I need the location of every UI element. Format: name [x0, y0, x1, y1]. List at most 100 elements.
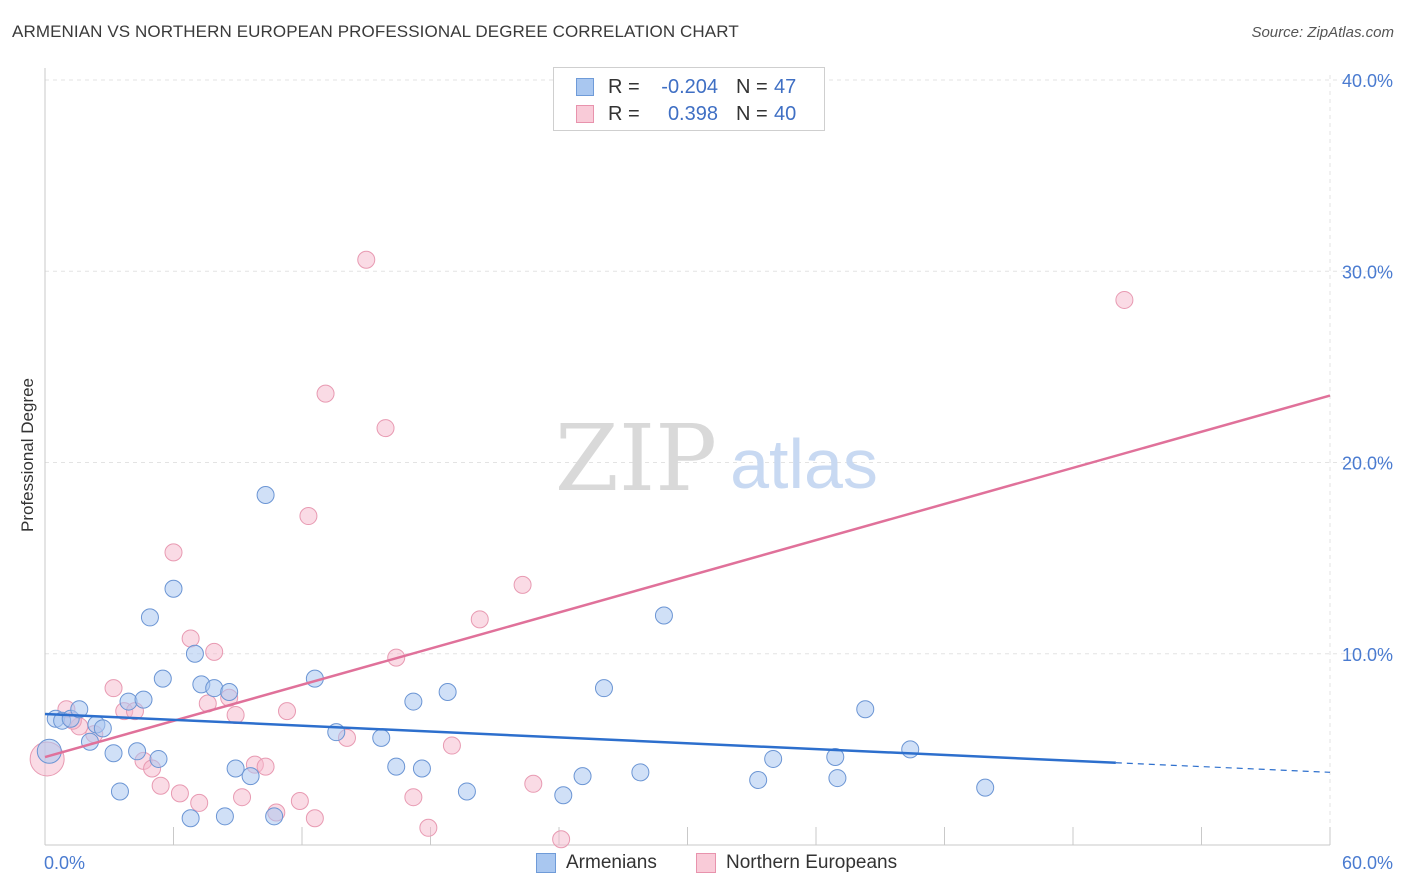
- legend-row-armenians: R = -0.204 N = 47: [576, 74, 796, 100]
- chart-title: ARMENIAN VS NORTHERN EUROPEAN PROFESSION…: [12, 22, 739, 41]
- legend-n-label: N =: [736, 102, 768, 125]
- data-point-northern-europeans: [299, 507, 318, 526]
- trend-line-armenians-extension: [1115, 762, 1331, 773]
- legend-item-armenians[interactable]: Armenians: [536, 852, 657, 874]
- data-point-armenians: [220, 683, 239, 701]
- data-point-armenians: [128, 742, 147, 761]
- watermark-atlas: atlas: [730, 425, 878, 503]
- series-legend: Armenians Northern Europeans: [0, 852, 1406, 878]
- data-point-northern-europeans: [170, 784, 189, 803]
- data-point-northern-europeans: [316, 384, 335, 403]
- data-point-armenians: [438, 683, 457, 701]
- data-point-armenians: [826, 748, 845, 767]
- watermark-zip: ZIP: [555, 405, 717, 512]
- y-tick-label: 20.0%: [1342, 454, 1393, 474]
- data-point-armenians: [631, 763, 650, 782]
- legend-row-northern-europeans: R = 0.398 N = 40: [576, 101, 796, 127]
- legend-swatch-blue: [576, 78, 594, 96]
- trend-line-armenians: [44, 712, 1116, 765]
- series-northern-europeans: [29, 250, 1134, 849]
- data-point-northern-europeans: [404, 788, 423, 807]
- data-point-armenians: [256, 486, 275, 505]
- data-point-armenians: [265, 807, 284, 826]
- data-point-northern-europeans: [190, 793, 209, 812]
- data-point-armenians: [110, 782, 129, 801]
- data-point-northern-europeans: [151, 776, 170, 795]
- data-point-northern-europeans: [226, 705, 245, 724]
- legend-r-label: R =: [608, 75, 640, 98]
- data-point-armenians: [387, 757, 406, 776]
- data-point-armenians: [153, 669, 172, 688]
- data-point-armenians: [104, 744, 123, 763]
- legend-item-northern-europeans[interactable]: Northern Europeans: [696, 852, 897, 874]
- data-point-armenians: [554, 786, 573, 805]
- data-point-armenians: [215, 807, 234, 826]
- data-point-northern-europeans: [442, 736, 461, 755]
- data-point-northern-europeans: [104, 679, 123, 698]
- legend-swatch-pink: [576, 105, 594, 123]
- data-point-northern-europeans: [290, 792, 309, 811]
- data-point-armenians: [901, 740, 920, 759]
- data-point-armenians: [149, 749, 168, 768]
- data-point-armenians: [119, 692, 138, 711]
- trend-line-northern-europeans: [44, 394, 1331, 759]
- data-point-northern-europeans: [470, 610, 489, 629]
- legend-label-northern-europeans: Northern Europeans: [726, 852, 898, 873]
- data-point-armenians: [404, 692, 423, 711]
- data-point-armenians: [654, 606, 673, 625]
- stats-legend: R = -0.204 N = 47 R = 0.398 N = 40: [553, 67, 825, 131]
- legend-label-armenians: Armenians: [566, 852, 657, 873]
- x-tick-label-max: 60.0%: [1342, 853, 1393, 873]
- data-point-northern-europeans: [376, 419, 395, 438]
- legend-n-value: 40: [774, 102, 797, 125]
- data-point-northern-europeans: [181, 629, 200, 648]
- data-point-armenians: [181, 809, 200, 828]
- data-point-northern-europeans: [205, 642, 224, 661]
- data-point-armenians: [241, 767, 260, 786]
- y-tick-label: 30.0%: [1342, 262, 1393, 282]
- data-point-armenians: [412, 759, 431, 778]
- y-tick-label: 40.0%: [1342, 71, 1393, 91]
- legend-n-label: N =: [736, 75, 768, 98]
- data-point-armenians: [372, 728, 391, 747]
- data-point-armenians: [70, 700, 89, 719]
- data-point-armenians: [457, 782, 476, 801]
- grid-lines: [45, 75, 1390, 845]
- legend-r-label: R =: [608, 102, 640, 125]
- legend-swatch-pink: [696, 853, 716, 873]
- data-point-northern-europeans: [513, 575, 532, 594]
- legend-r-value: -0.204: [661, 75, 718, 98]
- data-point-armenians: [205, 679, 224, 698]
- data-point-armenians: [573, 767, 592, 786]
- data-point-northern-europeans: [305, 809, 324, 828]
- data-point-armenians: [976, 778, 995, 797]
- data-point-northern-europeans: [419, 818, 438, 837]
- data-point-northern-europeans: [278, 702, 297, 721]
- data-point-armenians: [185, 644, 204, 663]
- data-point-armenians: [594, 679, 613, 698]
- data-point-northern-europeans: [233, 788, 252, 807]
- data-point-armenians: [749, 770, 768, 789]
- tick-labels: 10.0% 20.0% 30.0% 40.0% 0.0% 60.0%: [44, 71, 1393, 873]
- data-point-northern-europeans: [164, 543, 183, 562]
- legend-swatch-blue: [536, 853, 556, 873]
- trend-lines: [44, 394, 1331, 773]
- data-point-armenians: [856, 700, 875, 719]
- data-point-armenians: [140, 608, 159, 627]
- y-tick-label: 10.0%: [1342, 645, 1393, 665]
- data-point-armenians: [134, 690, 153, 709]
- source-label: Source: ZipAtlas.com: [1251, 24, 1394, 41]
- data-point-armenians: [164, 579, 183, 598]
- data-point-northern-europeans: [357, 250, 376, 269]
- y-axis-label: Professional Degree: [18, 377, 37, 533]
- data-point-northern-europeans: [256, 757, 275, 776]
- legend-n-value: 47: [774, 75, 797, 98]
- data-point-armenians: [93, 719, 112, 738]
- data-point-armenians: [36, 738, 62, 764]
- data-point-northern-europeans: [1115, 290, 1134, 309]
- x-tick-label-min: 0.0%: [44, 853, 85, 873]
- data-point-northern-europeans: [552, 830, 571, 849]
- series-armenians: [36, 486, 995, 828]
- data-point-armenians: [226, 759, 245, 778]
